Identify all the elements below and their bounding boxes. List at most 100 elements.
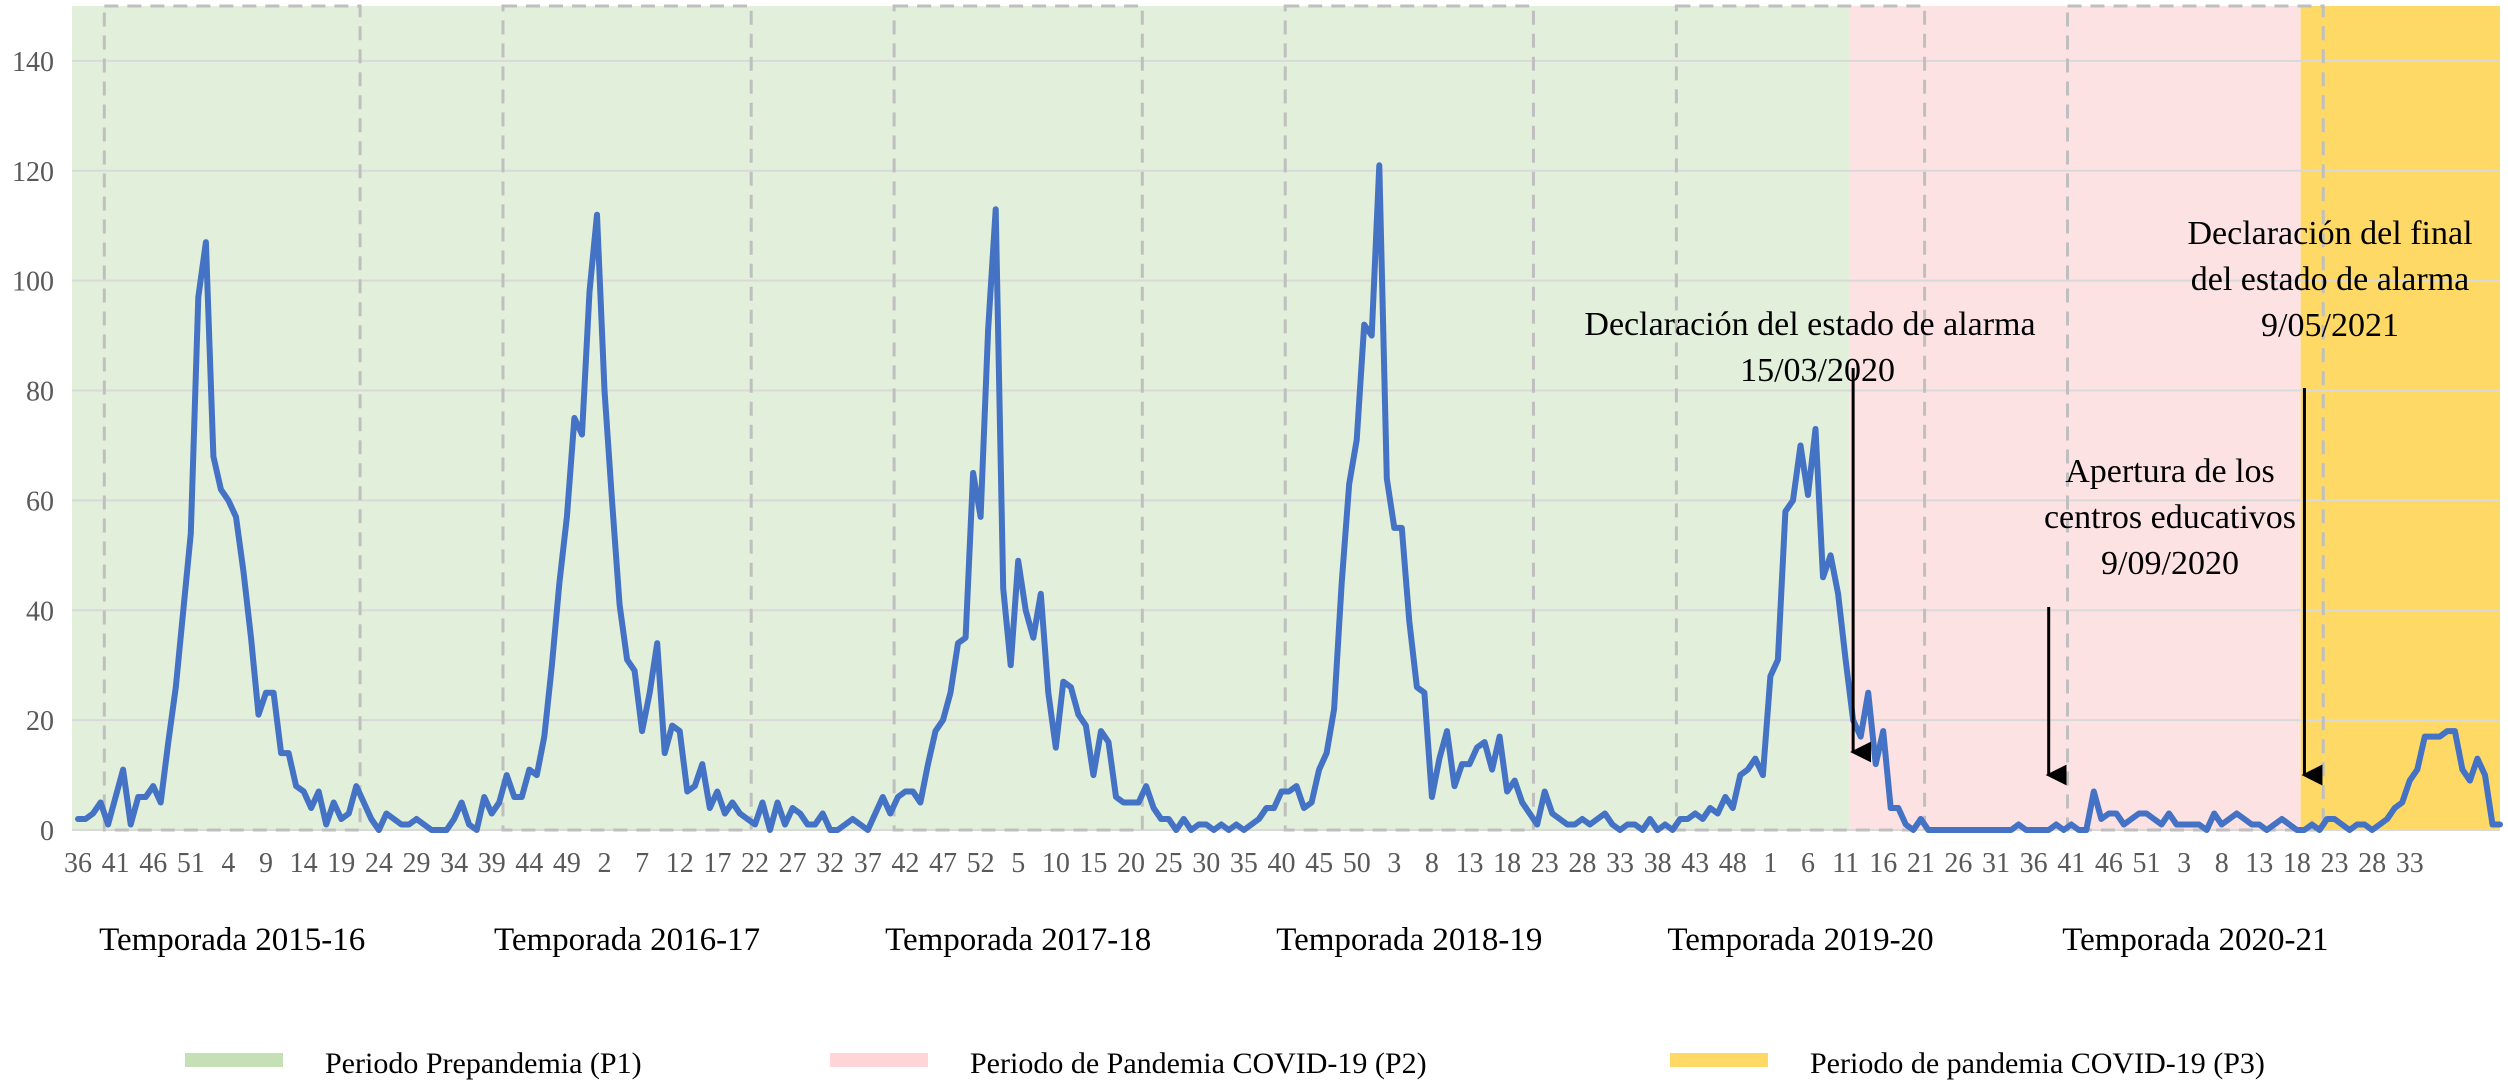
x-tick-label: 9 [259, 848, 273, 879]
x-tick-label: 6 [1801, 848, 1815, 879]
x-tick-label: 35 [1230, 848, 1258, 879]
season-label: Temporada 2017-18 [885, 922, 1151, 958]
x-tick-label: 4 [221, 848, 235, 879]
x-tick-label: 8 [1425, 848, 1439, 879]
y-tick-label: 120 [12, 157, 54, 188]
x-tick-label: 23 [2321, 848, 2349, 879]
season-box-3 [892, 4, 1144, 832]
season-label: Temporada 2019-20 [1667, 922, 1933, 958]
x-tick-label: 49 [553, 848, 581, 879]
x-tick-label: 52 [967, 848, 995, 879]
x-tick-label: 28 [2358, 848, 2386, 879]
season-label: Temporada 2020-21 [2062, 922, 2328, 958]
y-tick-label: 80 [26, 377, 54, 408]
x-tick-label: 8 [2215, 848, 2229, 879]
y-tick-label: 60 [26, 486, 54, 517]
annotation-text: Declaración del estado de alarma [1584, 306, 2035, 343]
x-axis: 36 41 46 51 4 9 14 19 24 29 34 39 44 49 2 7 12 17 22 27 32 37… [64, 848, 2424, 879]
x-tick-label: 3 [2177, 848, 2191, 879]
period-band-3 [2300, 6, 2500, 830]
x-tick-label: 18 [1493, 848, 1521, 879]
x-tick-label: 28 [1568, 848, 1596, 879]
x-tick-label: 43 [1681, 848, 1709, 879]
x-tick-label: 27 [779, 848, 807, 879]
season-box-1 [102, 4, 362, 832]
x-tick-label: 47 [929, 848, 957, 879]
x-tick-label: 7 [635, 848, 649, 879]
y-tick-label: 140 [12, 47, 54, 78]
x-tick-label: 29 [402, 848, 430, 879]
season-label: Temporada 2015-16 [99, 922, 365, 958]
x-tick-label: 14 [290, 848, 318, 879]
x-tick-label: 18 [2283, 848, 2311, 879]
x-tick-label: 51 [2132, 848, 2160, 879]
y-tick-label: 0 [40, 816, 54, 847]
x-tick-label: 39 [478, 848, 506, 879]
x-tick-label: 1 [1763, 848, 1777, 879]
legend-swatch-1 [185, 1053, 283, 1067]
x-tick-label: 26 [1944, 848, 1972, 879]
x-tick-label: 13 [2245, 848, 2273, 879]
season-label: Temporada 2016-17 [494, 922, 760, 958]
y-tick-label: 40 [26, 596, 54, 627]
annotation-text: centros educativos [2044, 499, 2296, 536]
x-tick-label: 37 [854, 848, 882, 879]
season-boxes [102, 4, 2325, 832]
annotation-text: 15/03/2020 [1740, 352, 1895, 389]
season-labels: Temporada 2015-16 Temporada 2016-17 Tempor… [99, 922, 2328, 958]
x-tick-label: 21 [1907, 848, 1935, 879]
annotation-text: 9/09/2020 [2101, 545, 2239, 582]
series-layer [75, 162, 2503, 833]
x-tick-label: 11 [1832, 848, 1859, 879]
x-tick-label: 25 [1155, 848, 1183, 879]
x-tick-label: 30 [1192, 848, 1220, 879]
annotation-text: Declaración del final [2187, 215, 2472, 252]
x-tick-label: 2 [598, 848, 612, 879]
legend-swatch-3 [1670, 1053, 1768, 1067]
y-tick-label: 100 [12, 267, 54, 298]
x-tick-label: 32 [816, 848, 844, 879]
legend-label: Periodo de Pandemia COVID-19 (P2) [970, 1047, 1427, 1080]
x-tick-label: 44 [515, 848, 543, 879]
x-tick-label: 20 [1117, 848, 1145, 879]
x-tick-label: 19 [327, 848, 355, 879]
x-tick-label: 36 [2020, 848, 2048, 879]
x-tick-label: 5 [1011, 848, 1025, 879]
x-tick-label: 10 [1042, 848, 1070, 879]
x-tick-label: 13 [1456, 848, 1484, 879]
x-tick-label: 17 [703, 848, 731, 879]
x-tick-label: 15 [1079, 848, 1107, 879]
y-tick-label: 20 [26, 706, 54, 737]
season-box-6 [2066, 4, 2325, 832]
annotations: Declaración del estado de alarma 15/03/20… [1584, 215, 2473, 786]
x-tick-label: 38 [1644, 848, 1672, 879]
x-tick-label: 24 [365, 848, 393, 879]
x-tick-label: 33 [1606, 848, 1634, 879]
x-tick-label: 3 [1387, 848, 1401, 879]
annotation-text: del estado de alarma [2191, 261, 2469, 298]
annotation-text: 9/05/2021 [2261, 307, 2399, 344]
season-label: Temporada 2018-19 [1276, 922, 1542, 958]
period-band-2 [1849, 6, 2301, 830]
period-band-1 [72, 6, 1850, 830]
x-tick-label: 40 [1267, 848, 1295, 879]
season-box-4 [1283, 4, 1535, 832]
x-tick-label: 12 [666, 848, 694, 879]
x-tick-label: 46 [139, 848, 167, 879]
x-tick-label: 46 [2095, 848, 2123, 879]
annotation-text: Apertura de los [2065, 453, 2275, 490]
x-tick-label: 51 [177, 848, 205, 879]
x-tick-label: 41 [102, 848, 130, 879]
legend-swatch-2 [830, 1053, 928, 1067]
x-tick-label: 50 [1343, 848, 1371, 879]
x-tick-label: 41 [2057, 848, 2085, 879]
x-tick-label: 36 [64, 848, 92, 879]
y-axis: 0 20 40 60 80 100 120 140 [12, 47, 54, 847]
season-box-2 [501, 4, 753, 832]
legend-label: Periodo de pandemia COVID-19 (P3) [1810, 1047, 2265, 1080]
x-tick-label: 22 [741, 848, 769, 879]
x-tick-label: 31 [1982, 848, 2010, 879]
x-tick-label: 42 [891, 848, 919, 879]
x-tick-label: 34 [440, 848, 468, 879]
